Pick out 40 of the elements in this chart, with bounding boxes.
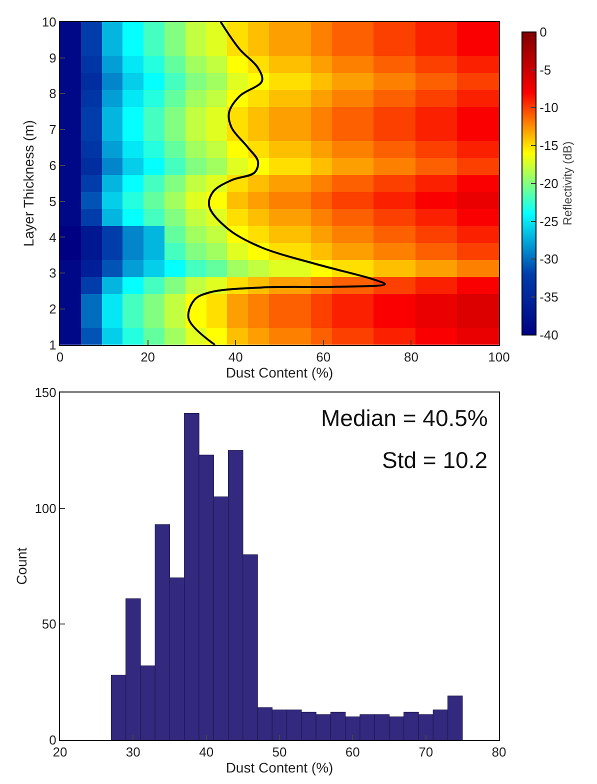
x-tick-label: 100 [488,349,510,364]
x-tick-label: 40 [228,349,243,364]
y-tick-label: 50 [42,616,56,632]
color-bar-label: -20 [540,176,558,191]
x-tick-label: 30 [126,744,140,760]
y-tick-label: 9 [49,50,56,66]
x-tick-label: 60 [316,349,331,364]
color-bar-label: -35 [540,290,558,305]
y-tick-label: 10 [42,14,56,30]
y-axis-title: Count [13,547,30,585]
y-tick-label: 2 [49,302,56,317]
y-tick-label: 100 [34,500,56,516]
x-tick-label: 20 [140,349,156,364]
y-tick-label: 8 [49,86,56,102]
y-tick-label: 7 [49,122,56,138]
y-tick-label: 6 [49,158,56,173]
color-bar-label: -10 [540,100,558,116]
y-tick-label: 5 [49,194,56,209]
annotation: Median = 40.5% [321,405,488,431]
x-tick-label: 40 [199,744,214,760]
y-tick-label: 3 [49,266,56,281]
x-tick-label: 80 [492,744,506,760]
x-axis-title: Dust Content (%) [226,364,334,380]
x-axis-title: Dust Content (%) [226,760,334,776]
x-tick-label: 60 [345,744,360,760]
color-bar-label: -15 [540,138,558,154]
color-bar-label: -25 [540,214,558,229]
y-axis-title: Layer Thickness (m) [20,120,37,247]
y-tick-label: 150 [34,385,56,400]
color-bar-label: -30 [540,252,558,267]
color-bar-label: 0 [540,24,547,40]
y-tick-label: 4 [49,230,56,245]
x-tick-label: 70 [418,744,434,760]
y-tick-label: 1 [49,337,56,352]
color-bar-label: -40 [540,327,558,342]
annotation: Std = 10.2 [382,447,488,473]
color-bar-label: -5 [540,62,552,78]
x-tick-label: 50 [272,744,287,760]
x-tick-label: 80 [404,349,418,364]
color-bar-title: Reflectivity (dB) [560,141,574,226]
